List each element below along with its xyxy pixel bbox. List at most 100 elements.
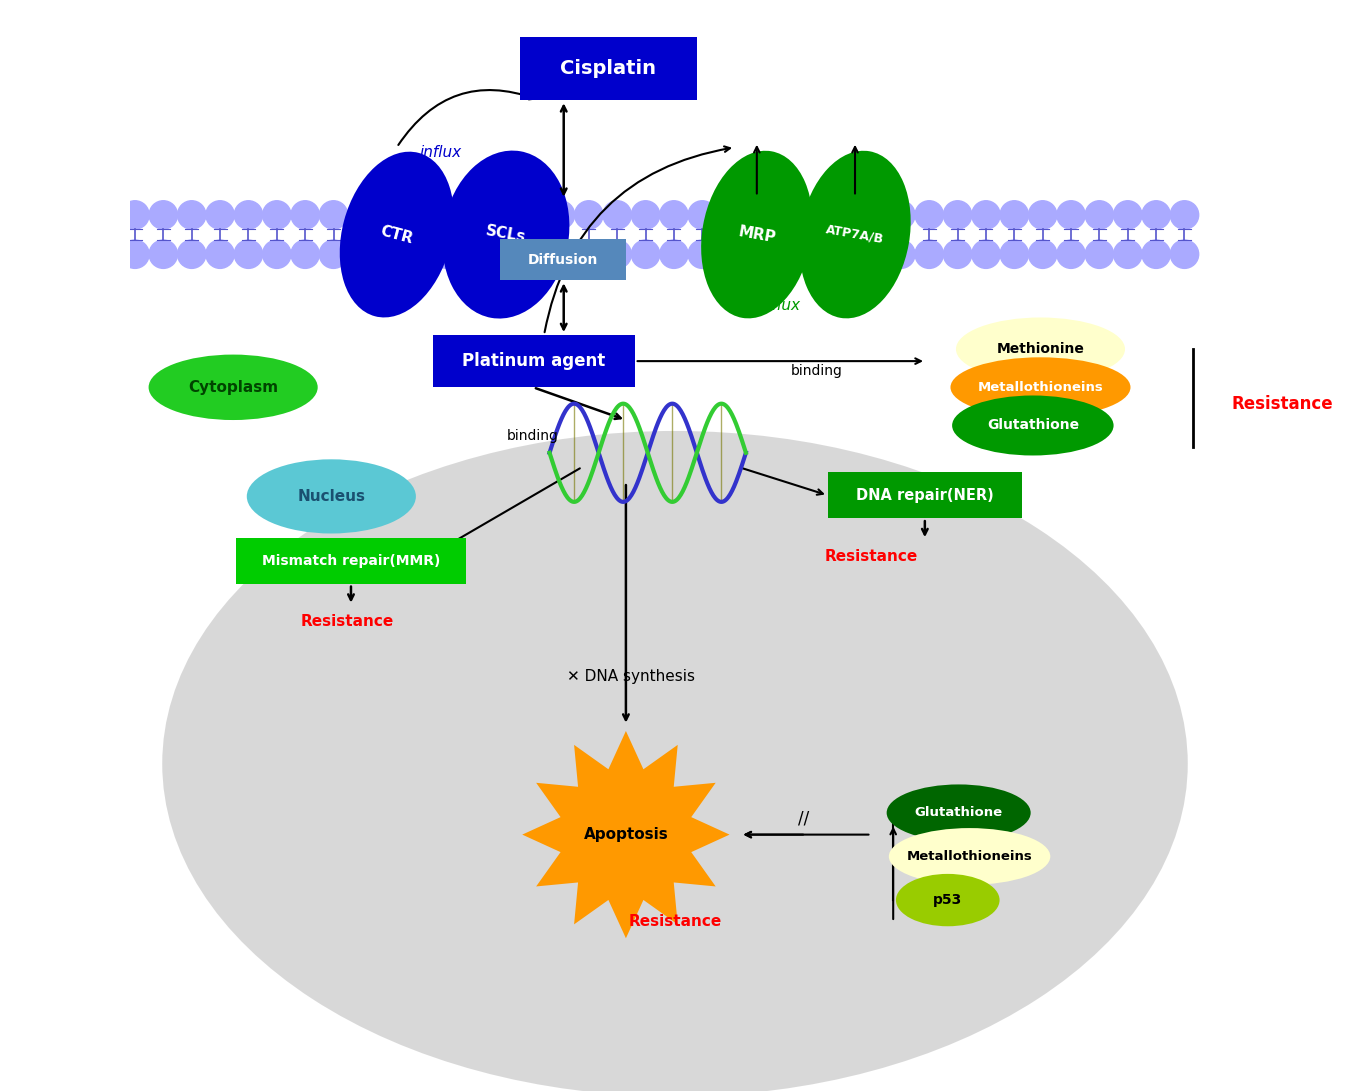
Circle shape: [518, 240, 546, 268]
Text: //: //: [798, 810, 809, 827]
Circle shape: [291, 201, 320, 229]
Text: ✕ DNA synthesis: ✕ DNA synthesis: [568, 669, 695, 684]
Ellipse shape: [340, 152, 454, 317]
Ellipse shape: [950, 358, 1130, 418]
Circle shape: [432, 201, 461, 229]
Text: Nucleus: Nucleus: [297, 489, 366, 504]
Ellipse shape: [799, 151, 911, 319]
Circle shape: [404, 240, 432, 268]
Circle shape: [915, 240, 943, 268]
Ellipse shape: [955, 317, 1125, 381]
Circle shape: [745, 201, 774, 229]
Text: efflux: efflux: [757, 298, 801, 313]
Circle shape: [489, 240, 518, 268]
Ellipse shape: [953, 396, 1114, 456]
FancyBboxPatch shape: [520, 37, 696, 100]
Circle shape: [943, 240, 972, 268]
Circle shape: [802, 201, 829, 229]
Text: p53: p53: [934, 894, 962, 907]
Text: Platinum agent: Platinum agent: [462, 352, 606, 370]
Circle shape: [717, 240, 745, 268]
Text: Cisplatin: Cisplatin: [561, 59, 656, 79]
Circle shape: [886, 240, 915, 268]
Polygon shape: [522, 731, 729, 938]
Circle shape: [1114, 240, 1142, 268]
Text: Resistance: Resistance: [825, 549, 917, 564]
Text: Metallothioneins: Metallothioneins: [906, 850, 1033, 863]
Circle shape: [489, 201, 518, 229]
FancyBboxPatch shape: [828, 472, 1022, 518]
Circle shape: [1085, 240, 1114, 268]
Circle shape: [121, 201, 149, 229]
Circle shape: [461, 201, 489, 229]
Circle shape: [320, 201, 348, 229]
Circle shape: [858, 240, 886, 268]
Circle shape: [972, 240, 1000, 268]
Circle shape: [178, 240, 206, 268]
Circle shape: [660, 201, 688, 229]
Text: ATP7A/B: ATP7A/B: [825, 223, 885, 247]
FancyBboxPatch shape: [432, 335, 634, 387]
Circle shape: [1028, 201, 1057, 229]
Text: Diffusion: Diffusion: [528, 253, 599, 266]
Circle shape: [717, 201, 745, 229]
Circle shape: [432, 240, 461, 268]
Text: MRP: MRP: [737, 224, 776, 245]
Circle shape: [348, 201, 377, 229]
Circle shape: [1057, 201, 1085, 229]
Circle shape: [206, 201, 234, 229]
Text: influx: influx: [420, 145, 462, 160]
Circle shape: [263, 201, 291, 229]
Ellipse shape: [701, 151, 813, 319]
Circle shape: [972, 201, 1000, 229]
Circle shape: [461, 240, 489, 268]
Text: Cytoplasm: Cytoplasm: [188, 380, 278, 395]
Text: Resistance: Resistance: [301, 614, 394, 630]
Circle shape: [774, 201, 802, 229]
Text: Resistance: Resistance: [629, 914, 722, 930]
Circle shape: [234, 240, 263, 268]
Circle shape: [234, 201, 263, 229]
Text: Apoptosis: Apoptosis: [584, 827, 668, 842]
Circle shape: [688, 240, 717, 268]
Circle shape: [1171, 201, 1199, 229]
Ellipse shape: [149, 355, 317, 420]
Circle shape: [915, 201, 943, 229]
Circle shape: [1000, 201, 1028, 229]
Text: DNA repair(NER): DNA repair(NER): [856, 488, 993, 503]
Circle shape: [178, 201, 206, 229]
Circle shape: [1057, 240, 1085, 268]
Ellipse shape: [889, 828, 1050, 885]
Circle shape: [858, 201, 886, 229]
Circle shape: [660, 240, 688, 268]
Text: CTR: CTR: [379, 223, 415, 247]
Circle shape: [149, 240, 178, 268]
Circle shape: [802, 240, 829, 268]
Circle shape: [1085, 201, 1114, 229]
FancyBboxPatch shape: [500, 239, 626, 280]
Ellipse shape: [247, 459, 416, 533]
Circle shape: [518, 201, 546, 229]
Circle shape: [348, 240, 377, 268]
Text: Methionine: Methionine: [996, 343, 1084, 356]
Ellipse shape: [163, 431, 1188, 1091]
Circle shape: [943, 201, 972, 229]
Circle shape: [631, 201, 660, 229]
Text: SCLs: SCLs: [485, 224, 527, 245]
Circle shape: [631, 240, 660, 268]
Circle shape: [1000, 240, 1028, 268]
Circle shape: [1028, 240, 1057, 268]
Circle shape: [1142, 240, 1171, 268]
Circle shape: [575, 201, 603, 229]
Circle shape: [291, 240, 320, 268]
Text: binding: binding: [791, 364, 843, 377]
Ellipse shape: [886, 784, 1031, 841]
Circle shape: [263, 240, 291, 268]
Text: Mismatch repair(MMR): Mismatch repair(MMR): [262, 554, 440, 567]
Circle shape: [575, 240, 603, 268]
Circle shape: [886, 201, 915, 229]
Circle shape: [688, 201, 717, 229]
Circle shape: [320, 240, 348, 268]
Circle shape: [774, 240, 802, 268]
Circle shape: [404, 201, 432, 229]
